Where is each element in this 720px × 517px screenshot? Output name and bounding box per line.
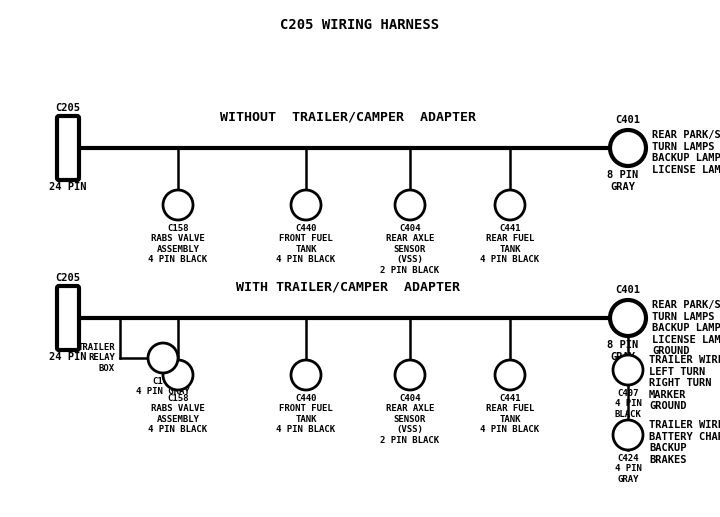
Text: C205 WIRING HARNESS: C205 WIRING HARNESS — [280, 18, 440, 32]
Text: C441
REAR FUEL
TANK
4 PIN BLACK: C441 REAR FUEL TANK 4 PIN BLACK — [480, 224, 539, 264]
Text: C149
4 PIN GRAY: C149 4 PIN GRAY — [136, 377, 190, 397]
Text: C158
RABS VALVE
ASSEMBLY
4 PIN BLACK: C158 RABS VALVE ASSEMBLY 4 PIN BLACK — [148, 394, 207, 434]
Text: C401: C401 — [616, 285, 641, 295]
Text: C424
4 PIN
GRAY: C424 4 PIN GRAY — [615, 454, 642, 484]
Circle shape — [613, 420, 643, 450]
Text: C404
REAR AXLE
SENSOR
(VSS)
2 PIN BLACK: C404 REAR AXLE SENSOR (VSS) 2 PIN BLACK — [380, 224, 440, 275]
Text: 24 PIN: 24 PIN — [49, 182, 86, 192]
Circle shape — [395, 190, 425, 220]
Text: TRAILER WIRES
BATTERY CHARGE
BACKUP
BRAKES: TRAILER WIRES BATTERY CHARGE BACKUP BRAK… — [649, 420, 720, 465]
Text: 8 PIN
GRAY: 8 PIN GRAY — [608, 340, 639, 361]
Circle shape — [610, 300, 646, 336]
Text: TRAILER
RELAY
BOX: TRAILER RELAY BOX — [77, 343, 115, 373]
Text: C440
FRONT FUEL
TANK
4 PIN BLACK: C440 FRONT FUEL TANK 4 PIN BLACK — [276, 224, 336, 264]
Text: C441
REAR FUEL
TANK
4 PIN BLACK: C441 REAR FUEL TANK 4 PIN BLACK — [480, 394, 539, 434]
FancyBboxPatch shape — [57, 286, 79, 350]
Circle shape — [148, 343, 178, 373]
Text: WITHOUT  TRAILER/CAMPER  ADAPTER: WITHOUT TRAILER/CAMPER ADAPTER — [220, 110, 476, 123]
Text: TRAILER WIRES
LEFT TURN
RIGHT TURN
MARKER
GROUND: TRAILER WIRES LEFT TURN RIGHT TURN MARKE… — [649, 355, 720, 412]
Circle shape — [495, 190, 525, 220]
Text: C158
RABS VALVE
ASSEMBLY
4 PIN BLACK: C158 RABS VALVE ASSEMBLY 4 PIN BLACK — [148, 224, 207, 264]
Text: C205: C205 — [55, 273, 81, 283]
Text: C205: C205 — [55, 103, 81, 113]
Text: WITH TRAILER/CAMPER  ADAPTER: WITH TRAILER/CAMPER ADAPTER — [236, 280, 460, 293]
Circle shape — [395, 360, 425, 390]
Circle shape — [610, 130, 646, 166]
Text: C407
4 PIN
BLACK: C407 4 PIN BLACK — [615, 389, 642, 419]
Circle shape — [163, 190, 193, 220]
Circle shape — [291, 190, 321, 220]
Text: C440
FRONT FUEL
TANK
4 PIN BLACK: C440 FRONT FUEL TANK 4 PIN BLACK — [276, 394, 336, 434]
Text: REAR PARK/STOP
TURN LAMPS
BACKUP LAMPS
LICENSE LAMPS
GROUND: REAR PARK/STOP TURN LAMPS BACKUP LAMPS L… — [652, 300, 720, 356]
Text: C401: C401 — [616, 115, 641, 125]
Text: 8 PIN
GRAY: 8 PIN GRAY — [608, 170, 639, 192]
Circle shape — [163, 360, 193, 390]
FancyBboxPatch shape — [57, 116, 79, 180]
Text: 24 PIN: 24 PIN — [49, 352, 86, 362]
Text: C404
REAR AXLE
SENSOR
(VSS)
2 PIN BLACK: C404 REAR AXLE SENSOR (VSS) 2 PIN BLACK — [380, 394, 440, 445]
Circle shape — [495, 360, 525, 390]
Text: REAR PARK/STOP
TURN LAMPS
BACKUP LAMPS
LICENSE LAMPS: REAR PARK/STOP TURN LAMPS BACKUP LAMPS L… — [652, 130, 720, 175]
Circle shape — [291, 360, 321, 390]
Circle shape — [613, 355, 643, 385]
